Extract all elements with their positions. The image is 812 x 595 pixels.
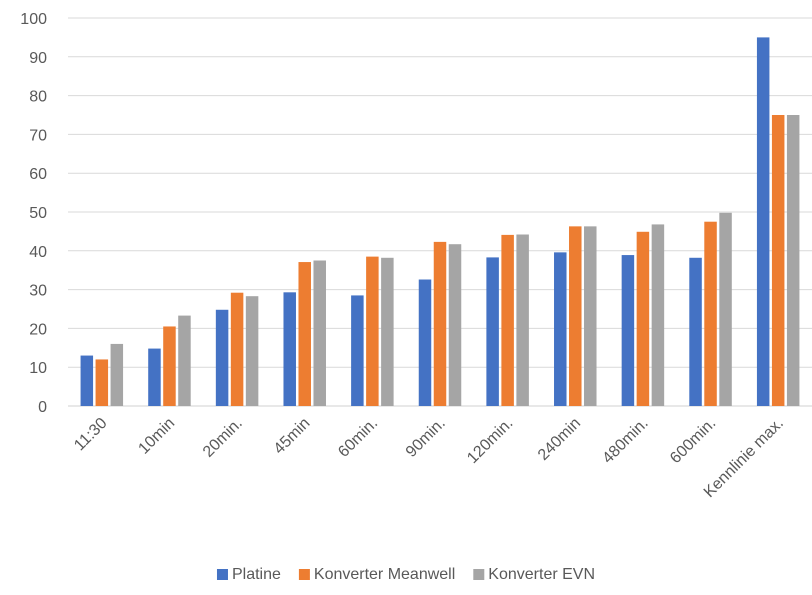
bar-konverter-meanwell xyxy=(704,221,717,406)
bar-konverter-meanwell xyxy=(433,241,447,406)
bar-konverter-evn xyxy=(313,260,326,406)
legend-label: Konverter EVN xyxy=(488,566,595,583)
x-tick-label: 60min. xyxy=(335,415,381,461)
bar-konverter-meanwell xyxy=(771,115,785,406)
y-tick-label: 20 xyxy=(29,321,47,338)
legend-swatch xyxy=(473,569,485,580)
y-tick-label: 70 xyxy=(29,127,47,144)
x-tick-label: 10min xyxy=(135,415,178,458)
bar-konverter-meanwell xyxy=(230,292,244,406)
bar-konverter-evn xyxy=(245,296,259,406)
y-tick-label: 100 xyxy=(20,11,47,28)
bar-platine xyxy=(283,292,296,406)
bar-konverter-meanwell xyxy=(95,359,109,406)
bar-konverter-evn xyxy=(110,343,124,406)
bar-konverter-meanwell xyxy=(298,262,311,406)
y-tick-label: 60 xyxy=(29,166,47,183)
bar-platine xyxy=(486,257,499,406)
x-tick-label: 600min. xyxy=(667,415,719,467)
legend-item: Konverter EVN xyxy=(473,566,595,583)
bar-konverter-meanwell xyxy=(163,326,176,406)
y-tick-label: 40 xyxy=(29,244,47,261)
bar-konverter-meanwell xyxy=(569,226,582,406)
bar-konverter-meanwell xyxy=(636,231,650,406)
bar-platine xyxy=(148,348,161,406)
bar-platine xyxy=(215,309,229,406)
legend-item: Platine xyxy=(216,566,281,583)
x-tick-label: 11:30 xyxy=(71,415,111,455)
x-tick-label: 480min. xyxy=(599,415,651,467)
bar-konverter-evn xyxy=(584,226,597,406)
x-tick-label: 45min xyxy=(271,415,314,458)
bar-konverter-evn xyxy=(448,244,462,406)
y-tick-label: 10 xyxy=(29,360,47,377)
x-tick-label: 90min. xyxy=(403,415,449,461)
bar-platine xyxy=(554,252,567,406)
bar-konverter-evn xyxy=(786,115,800,406)
bars xyxy=(80,37,800,407)
bar-platine xyxy=(80,355,94,406)
x-tick-label: 120min. xyxy=(464,415,516,467)
legend-swatch xyxy=(298,569,310,580)
bar-konverter-evn xyxy=(178,315,191,406)
y-tick-label: 90 xyxy=(29,50,47,67)
x-tick-label: 20min. xyxy=(200,415,246,461)
bar-konverter-evn xyxy=(516,234,529,406)
x-axis: 11:30 10min 20min. 45min 60min. 90min. 120min.… xyxy=(71,415,787,501)
y-tick-label: 50 xyxy=(29,205,47,222)
bar-konverter-meanwell xyxy=(501,234,514,406)
legend-item: Konverter Meanwell xyxy=(298,566,455,583)
y-tick-label: 30 xyxy=(29,283,47,300)
bar-konverter-evn xyxy=(651,224,665,406)
bar-konverter-meanwell xyxy=(366,256,379,406)
y-axis: 0 10 20 30 40 50 60 70 80 90 100 xyxy=(20,11,47,416)
bar-konverter-evn xyxy=(381,257,394,406)
bar-platine xyxy=(351,295,364,406)
x-tick-label: 240min xyxy=(535,415,584,464)
bar-platine xyxy=(689,257,702,406)
bar-konverter-evn xyxy=(719,212,732,406)
legend: Platine Konverter Meanwell Konverter EVN xyxy=(216,566,595,583)
bar-platine xyxy=(621,255,635,406)
legend-label: Platine xyxy=(232,566,281,583)
bar-platine xyxy=(756,37,770,407)
y-tick-label: 80 xyxy=(29,89,47,106)
y-tick-label: 0 xyxy=(38,399,47,416)
bar-platine xyxy=(418,279,432,406)
legend-label: Konverter Meanwell xyxy=(314,566,455,583)
legend-swatch xyxy=(216,569,228,580)
